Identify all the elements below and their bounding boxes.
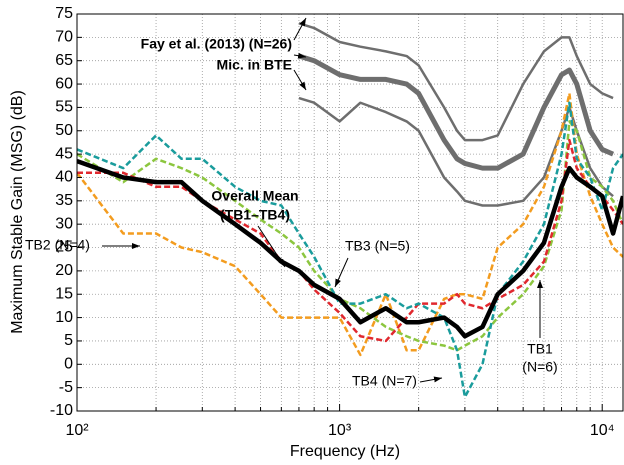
x-axis-label: Frequency (Hz)	[290, 443, 400, 460]
annotations: Fay et al. (2013) (N=26) Mic. in BTE Ove…	[25, 17, 558, 389]
y-tick-label: 30	[55, 215, 73, 232]
annotation: (N=6)	[522, 359, 557, 375]
y-tick-label: 55	[55, 99, 73, 116]
y-tick-label: 40	[55, 169, 73, 186]
y-tick-label: 10	[55, 309, 73, 326]
arrow	[257, 225, 286, 268]
annotation: TB1	[527, 341, 553, 357]
plot-frame	[76, 13, 624, 412]
annotation: Fay et al. (2013) (N=26)	[141, 36, 292, 52]
arrow	[293, 69, 307, 91]
annotation: TB2 (N=4)	[25, 237, 90, 253]
y-tick-label: 50	[55, 122, 73, 139]
series-line	[77, 159, 623, 339]
y-tick-label: 0	[64, 356, 73, 373]
series-line	[298, 53, 615, 171]
y-tick-label: 60	[55, 75, 73, 92]
y-tick-label: 15	[55, 285, 73, 302]
y-tick-label: 45	[55, 145, 73, 162]
y-tick-label: 70	[55, 29, 73, 46]
annotation: TB4 (N=7)	[352, 373, 417, 389]
annotation: (TB1–TB4)	[220, 207, 290, 223]
arrow	[419, 376, 443, 383]
series-line	[77, 101, 623, 399]
annotation: Mic. in BTE	[217, 57, 292, 73]
x-tick-label: 10²	[65, 422, 89, 439]
y-tick-label: 65	[55, 52, 73, 69]
y-tick-label: 25	[55, 239, 73, 256]
y-tick-label: 35	[55, 192, 73, 209]
arrow	[334, 257, 349, 288]
x-tick-label: 10³	[328, 422, 352, 439]
x-tick-label: 10⁴	[590, 422, 615, 439]
annotation: Overall Mean	[211, 188, 298, 204]
y-tick-label: -5	[59, 379, 73, 396]
arrow	[293, 52, 307, 59]
arrow	[293, 17, 307, 41]
annotation: TB3 (N=5)	[345, 238, 410, 254]
series-line	[298, 22, 614, 142]
y-tick-label: 75	[55, 5, 73, 22]
y-axis-label: Maximum Stable Gain (MSG) (dB)	[9, 90, 26, 334]
y-tick-label: 20	[55, 262, 73, 279]
y-tick-label: 5	[64, 332, 73, 349]
series-line	[298, 96, 614, 207]
y-tick-label: -10	[50, 402, 73, 419]
